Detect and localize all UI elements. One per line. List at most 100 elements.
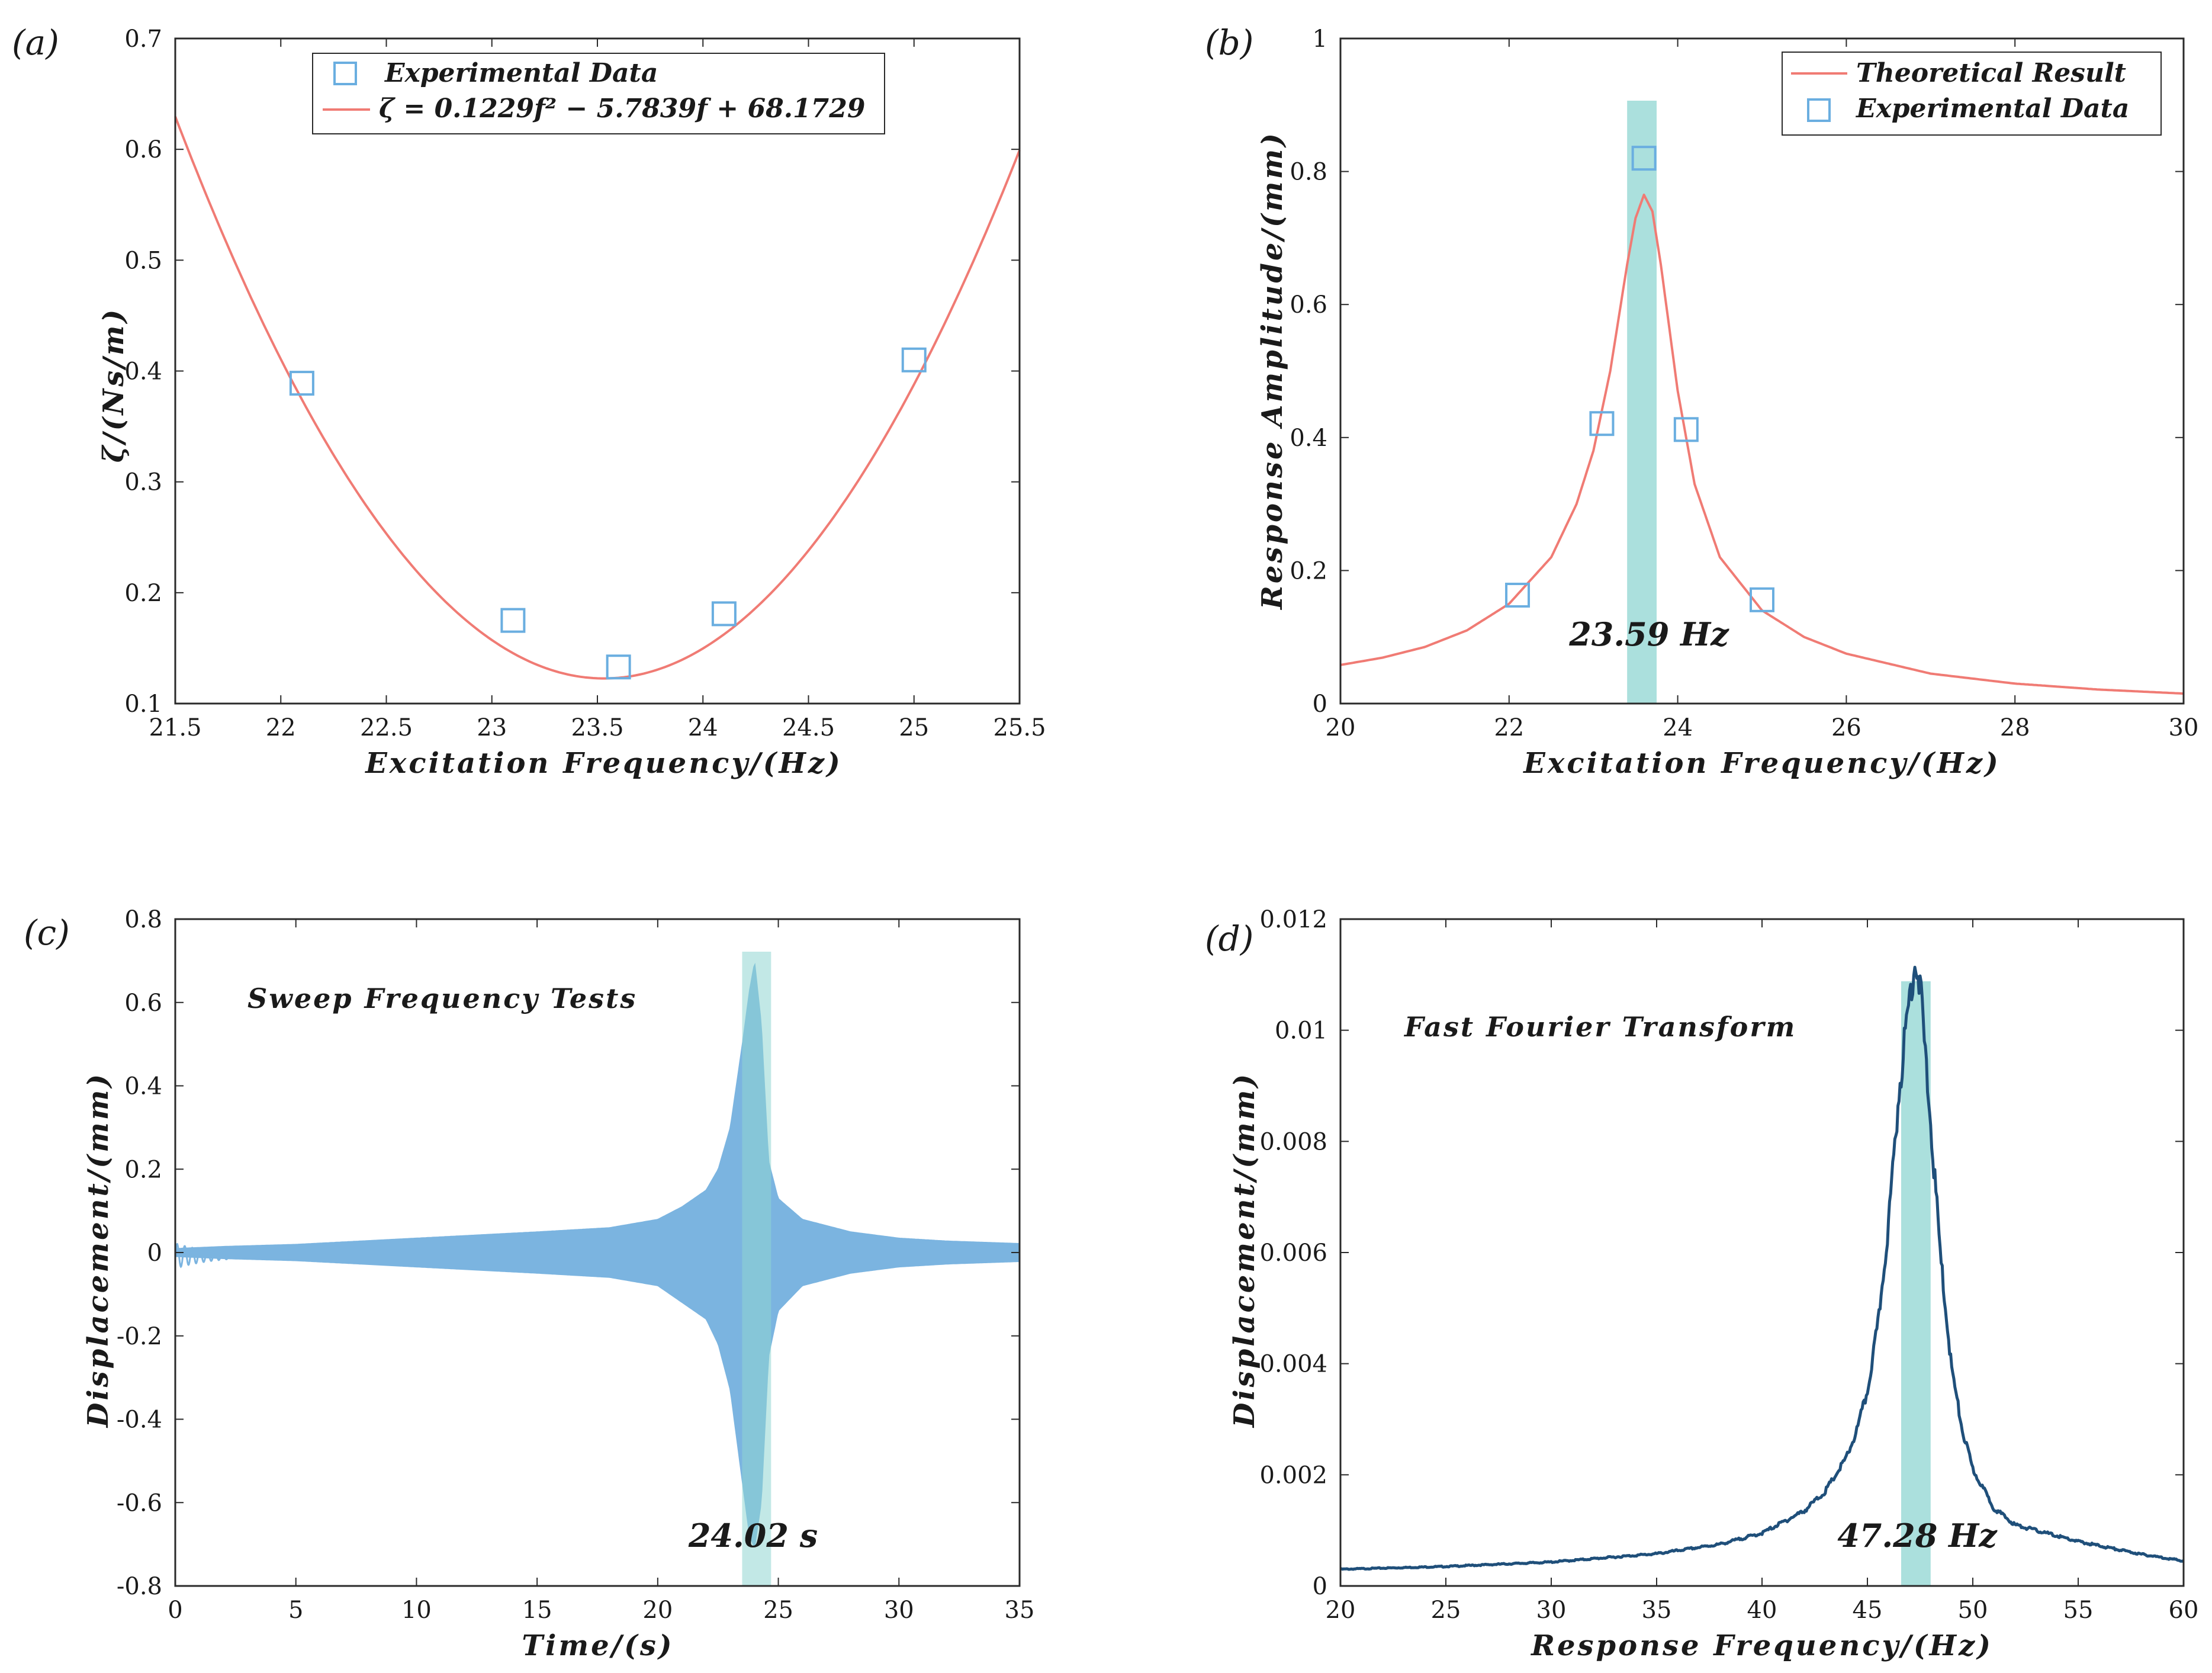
y-tick-label-c: 0.6: [124, 990, 162, 1017]
chart-c: (c) 0 5 10 15 20 25 30 35 -0.8 -0.6 -0.4 -0.2 0 0.2 0.…: [24, 906, 1034, 1662]
data-point-a-1: [500, 608, 526, 633]
x-axis-label-a: Excitation Frequency/(Hz): [364, 747, 843, 780]
x-tick-label-d: 20: [1326, 1597, 1356, 1624]
y-tick-label-a: 0.2: [124, 580, 162, 607]
x-tick-label-a: 23.5: [571, 714, 623, 741]
legend-box-b: [1782, 52, 2162, 136]
data-point-b-1: [1589, 411, 1615, 436]
data-point-a-2: [606, 654, 631, 680]
chart-a: (a) 21.5 22 22.5 23 23.5 24 24.5 25 25.5 0.1 0.2 0.…: [12, 23, 1046, 780]
data-point-b-3: [1673, 417, 1699, 442]
y-tick-label-d: 0.002: [1259, 1462, 1327, 1489]
x-tick-label-c: 25: [763, 1597, 793, 1624]
y-axis-label-d: Displacement/(mm): [1228, 1072, 1261, 1428]
y-axis-label-a: ζ/(Ns/m): [97, 307, 130, 463]
legend-b: Theoretical Result Experimental Data: [1782, 52, 2162, 136]
annotation-b: 23.59 Hz: [1568, 615, 1729, 653]
annotation-c: 24.02 s: [688, 1517, 818, 1555]
y-tick-label-b: 0.6: [1290, 291, 1327, 319]
data-point-b-2: [1631, 146, 1657, 171]
y-tick-label-c: -0.4: [117, 1407, 162, 1434]
legend-marker-square-a: [333, 62, 357, 85]
panel-label-b: (b): [1205, 23, 1253, 63]
data-point-b-4: [1750, 587, 1774, 612]
x-axis-label-d: Response Frequency/(Hz): [1530, 1629, 1993, 1662]
x-tick-label-d: 40: [1747, 1597, 1777, 1624]
y-tick-label-d: 0.004: [1259, 1351, 1327, 1378]
y-tick-label-b: 0.4: [1290, 425, 1327, 452]
plot-frame-b: [1339, 37, 2185, 705]
y-tick-label-d: 0: [1313, 1573, 1327, 1600]
legend-item-marker-b: Experimental Data: [1855, 94, 2129, 124]
y-tick-label-b: 0.8: [1290, 159, 1327, 186]
inner-label-c: Sweep Frequency Tests: [247, 982, 637, 1014]
x-tick-label-c: 0: [168, 1597, 182, 1624]
x-tick-label-c: 15: [522, 1597, 552, 1624]
y-tick-label-a: 0.1: [124, 691, 162, 718]
legend-box-a: [312, 53, 885, 134]
y-tick-label-a: 0.7: [124, 25, 162, 53]
x-tick-label-a: 25.5: [993, 714, 1046, 741]
legend-item-line-b: Theoretical Result: [1856, 58, 2126, 88]
x-tick-label-d: 50: [1958, 1597, 1988, 1624]
x-tick-label-b: 30: [2169, 714, 2199, 741]
y-tick-label-b: 0: [1313, 691, 1327, 718]
x-tick-label-b: 28: [2000, 714, 2030, 741]
x-tick-label-b: 20: [1326, 714, 1356, 741]
y-tick-label-d: 0.012: [1259, 906, 1327, 933]
highlight-band-b: [1627, 101, 1657, 704]
y-tick-label-c: -0.2: [117, 1323, 162, 1350]
chart-b: (b) 20 22 24 26 28 30 0 0.2 0.4 0.6 0.8 1 Excitatio…: [1205, 23, 2198, 780]
legend-a: Experimental Data ζ = 0.1229f² − 5.7839f…: [312, 53, 885, 134]
x-tick-label-c: 5: [288, 1597, 303, 1624]
panel-label-d: (d): [1205, 919, 1253, 959]
x-tick-label-a: 21.5: [149, 714, 201, 741]
x-tick-label-d: 30: [1536, 1597, 1567, 1624]
x-tick-label-b: 26: [1831, 714, 1861, 741]
chart-d: (d) 20 25 30 35 40 45 50 55 60 0 0.002 0.004 0.006 0.…: [1205, 906, 2198, 1662]
x-tick-label-d: 45: [1853, 1597, 1883, 1624]
x-tick-label-a: 22.5: [360, 714, 413, 741]
y-tick-label-c: 0: [147, 1240, 162, 1267]
sweep-start-oscillation-c: [174, 1242, 230, 1269]
x-tick-label-a: 23: [477, 714, 507, 741]
x-tick-label-b: 24: [1663, 714, 1693, 741]
y-tick-label-b: 0.2: [1290, 557, 1327, 585]
panel-label-c: (c): [24, 913, 70, 953]
legend-item-fit-a: ζ = 0.1229f² − 5.7839f + 68.1729: [379, 94, 866, 124]
x-tick-label-c: 20: [642, 1597, 673, 1624]
highlight-band-c: [742, 952, 771, 1586]
x-tick-label-d: 25: [1431, 1597, 1461, 1624]
inner-label-d: Fast Fourier Transform: [1403, 1011, 1796, 1043]
x-tick-label-a: 24: [688, 714, 718, 741]
x-axis-label-b: Excitation Frequency/(Hz): [1522, 747, 2001, 780]
x-tick-label-c: 10: [401, 1597, 432, 1624]
y-tick-label-c: 0.4: [124, 1073, 162, 1100]
y-tick-label-d: 0.008: [1259, 1128, 1327, 1155]
x-tick-label-d: 60: [2169, 1597, 2199, 1624]
y-tick-label-a: 0.5: [124, 247, 162, 274]
panel-label-a: (a): [12, 23, 59, 63]
y-axis-label-c: Displacement/(mm): [82, 1072, 115, 1428]
y-tick-label-d: 0.006: [1259, 1240, 1327, 1267]
y-tick-label-c: -0.8: [117, 1573, 162, 1600]
fit-curve-a: [174, 116, 1021, 680]
data-point-a-4: [901, 347, 927, 373]
y-axis-label-b: Response Amplitude/(mm): [1256, 131, 1289, 611]
x-tick-label-c: 35: [1005, 1597, 1035, 1624]
y-tick-label-a: 0.4: [124, 358, 162, 386]
y-tick-label-b: 1: [1313, 25, 1327, 53]
x-tick-label-d: 55: [2063, 1597, 2094, 1624]
data-point-b-0: [1505, 582, 1531, 608]
x-tick-label-d: 35: [1642, 1597, 1672, 1624]
y-tick-label-c: 0.8: [124, 906, 162, 933]
x-axis-label-c: Time/(s): [522, 1629, 674, 1662]
x-tick-label-a: 22: [266, 714, 296, 741]
legend-marker-square-b: [1807, 98, 1831, 122]
y-tick-label-a: 0.6: [124, 136, 162, 163]
y-tick-label-c: 0.2: [124, 1156, 162, 1183]
y-tick-label-d: 0.01: [1275, 1017, 1327, 1045]
y-tick-label-c: -0.6: [117, 1489, 162, 1517]
x-tick-label-a: 25: [899, 714, 929, 741]
